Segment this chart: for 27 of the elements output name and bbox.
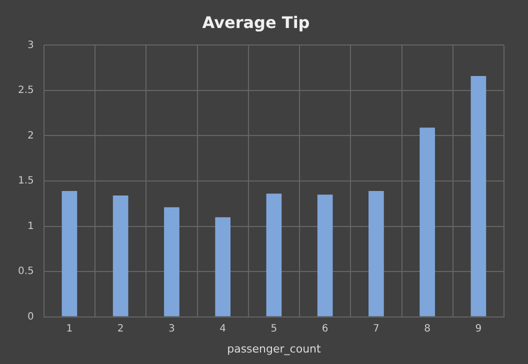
bar [420,128,435,316]
x-tick-label: 3 [168,323,175,334]
bar [112,195,128,316]
bar [368,190,384,316]
chart-title: Average Tip [202,12,310,32]
y-tick-label: 2.5 [18,85,34,96]
y-tick-label: 0.5 [18,266,34,278]
y-tick-label: 0 [28,311,34,322]
bar [266,194,282,316]
x-tick-label: 9 [475,323,482,334]
y-tick-label: 1.5 [18,176,34,187]
x-tick-label: 7 [373,323,380,334]
bar [164,207,180,316]
bar [62,190,78,316]
x-tick-label: 2 [117,323,124,334]
bar [470,76,486,316]
x-tick-label: 4 [220,323,226,334]
x-axis-title: passenger_count [227,342,322,356]
x-tick-label: 8 [424,323,431,334]
x-tick-label: 1 [66,323,73,334]
bar [215,217,230,316]
y-tick-label: 2 [28,130,34,142]
x-tick-label: 6 [322,323,328,334]
x-tick-label: 5 [270,323,278,334]
bar [317,194,333,316]
y-tick-label: 3 [28,40,34,51]
y-tick-label: 1 [28,220,34,232]
